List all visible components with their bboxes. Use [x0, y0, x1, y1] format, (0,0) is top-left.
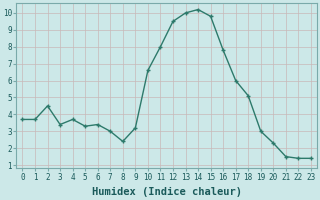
X-axis label: Humidex (Indice chaleur): Humidex (Indice chaleur)	[92, 187, 242, 197]
